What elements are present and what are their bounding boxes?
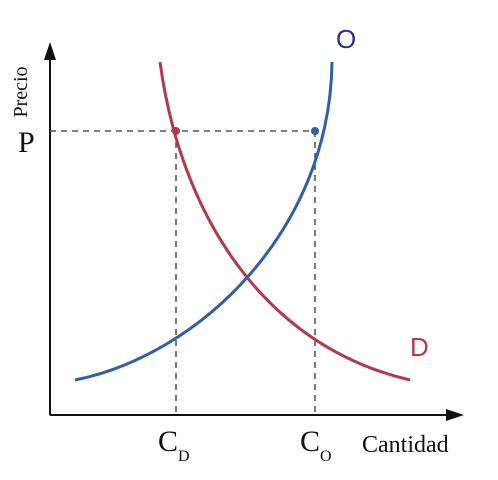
supply-quantity-sub: O (320, 448, 332, 465)
x-axis-arrow (446, 409, 464, 421)
demand-curve-label: D (410, 332, 429, 362)
supply-quantity-label: CO (300, 425, 332, 465)
demand-quantity-main: C (158, 425, 178, 458)
supply-curve-label: O (336, 24, 356, 54)
demand-quantity-label: CD (158, 425, 190, 465)
demand-quantity-sub: D (178, 448, 190, 465)
x-axis-label: Cantidad (362, 432, 449, 458)
supply-quantity-main: C (300, 425, 320, 458)
demand-price-point (172, 127, 180, 135)
supply-curve (74, 61, 334, 382)
price-label: P (18, 126, 35, 159)
y-axis-label: Precio (10, 66, 32, 117)
supply-price-point (311, 127, 319, 135)
demand-curve (158, 61, 411, 382)
y-axis-arrow (44, 42, 56, 60)
